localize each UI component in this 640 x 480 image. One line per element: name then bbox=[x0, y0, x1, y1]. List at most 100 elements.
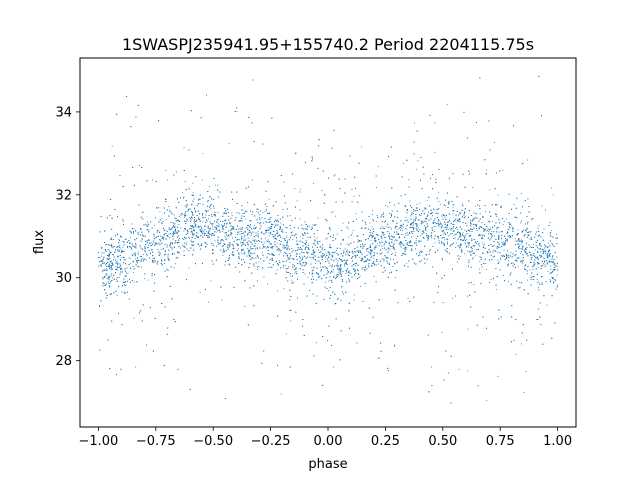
data-point bbox=[505, 218, 507, 220]
data-point bbox=[378, 166, 380, 167]
data-point bbox=[541, 205, 543, 207]
data-point bbox=[219, 231, 221, 233]
data-point bbox=[142, 254, 144, 256]
data-point bbox=[228, 215, 230, 217]
data-point bbox=[409, 200, 411, 202]
data-point bbox=[254, 243, 256, 245]
data-point bbox=[394, 236, 395, 238]
data-point bbox=[283, 288, 285, 290]
data-point bbox=[252, 257, 253, 259]
data-point bbox=[371, 226, 373, 228]
data-point bbox=[392, 253, 394, 255]
data-point bbox=[331, 252, 333, 253]
data-point bbox=[264, 211, 266, 213]
data-point bbox=[280, 222, 282, 224]
data-point bbox=[443, 222, 445, 223]
data-point bbox=[276, 269, 278, 271]
data-point bbox=[332, 269, 334, 270]
data-point bbox=[432, 215, 433, 217]
data-point bbox=[115, 265, 117, 267]
data-point bbox=[361, 146, 363, 148]
data-point bbox=[514, 259, 516, 261]
data-point bbox=[111, 145, 113, 147]
data-point bbox=[458, 217, 460, 219]
data-point bbox=[518, 238, 520, 240]
data-point bbox=[377, 242, 379, 244]
data-point bbox=[403, 162, 405, 164]
data-point bbox=[137, 259, 139, 261]
data-point bbox=[171, 247, 173, 249]
data-point bbox=[433, 208, 435, 210]
data-point bbox=[485, 268, 487, 270]
data-point bbox=[119, 244, 121, 246]
data-point bbox=[344, 248, 346, 250]
data-point bbox=[216, 231, 218, 233]
data-point bbox=[478, 268, 480, 270]
data-point bbox=[524, 251, 526, 253]
data-point bbox=[241, 239, 243, 241]
data-point bbox=[325, 238, 327, 240]
data-point bbox=[485, 211, 486, 213]
data-point bbox=[272, 223, 274, 225]
data-point bbox=[207, 236, 209, 237]
data-point bbox=[112, 277, 114, 279]
data-point bbox=[192, 226, 193, 228]
data-point bbox=[523, 392, 525, 393]
data-point bbox=[315, 262, 316, 264]
data-point bbox=[207, 236, 209, 238]
data-point bbox=[467, 328, 469, 330]
data-point bbox=[429, 249, 431, 250]
data-point bbox=[498, 236, 500, 238]
data-point bbox=[340, 265, 341, 267]
data-point bbox=[546, 304, 548, 306]
data-point bbox=[273, 234, 275, 236]
data-point bbox=[365, 265, 367, 267]
data-point bbox=[499, 246, 501, 248]
data-point bbox=[182, 214, 184, 215]
data-point bbox=[268, 198, 270, 200]
data-point bbox=[402, 226, 404, 228]
data-point bbox=[508, 228, 510, 230]
data-point bbox=[552, 278, 554, 280]
data-point bbox=[316, 342, 317, 344]
data-point bbox=[301, 264, 303, 266]
data-point bbox=[217, 184, 219, 186]
data-point bbox=[218, 219, 220, 221]
data-point bbox=[312, 276, 314, 277]
data-point bbox=[444, 215, 446, 217]
data-point bbox=[551, 187, 553, 189]
data-point bbox=[150, 244, 152, 246]
data-point bbox=[348, 236, 350, 238]
data-point bbox=[291, 248, 293, 249]
data-point bbox=[359, 241, 361, 242]
data-point bbox=[535, 249, 536, 251]
data-point bbox=[195, 235, 197, 236]
data-point bbox=[306, 251, 308, 253]
data-point bbox=[267, 283, 268, 285]
data-point bbox=[131, 254, 133, 256]
data-point bbox=[117, 277, 119, 278]
data-point bbox=[374, 238, 376, 240]
data-point bbox=[406, 263, 408, 265]
data-point bbox=[192, 192, 194, 194]
data-point bbox=[543, 263, 545, 264]
data-point bbox=[336, 250, 337, 252]
data-point bbox=[391, 239, 392, 240]
data-point bbox=[130, 262, 131, 264]
data-point bbox=[288, 272, 290, 274]
data-point bbox=[437, 225, 439, 227]
data-point bbox=[346, 243, 348, 245]
data-point bbox=[455, 227, 457, 229]
data-point bbox=[217, 222, 219, 224]
data-point bbox=[118, 238, 120, 240]
data-point bbox=[208, 233, 210, 235]
data-point bbox=[247, 252, 249, 254]
data-point bbox=[491, 233, 493, 235]
data-point bbox=[289, 215, 291, 217]
data-point bbox=[479, 261, 481, 263]
data-point bbox=[168, 229, 170, 231]
data-point bbox=[322, 266, 324, 268]
data-point bbox=[385, 225, 387, 227]
